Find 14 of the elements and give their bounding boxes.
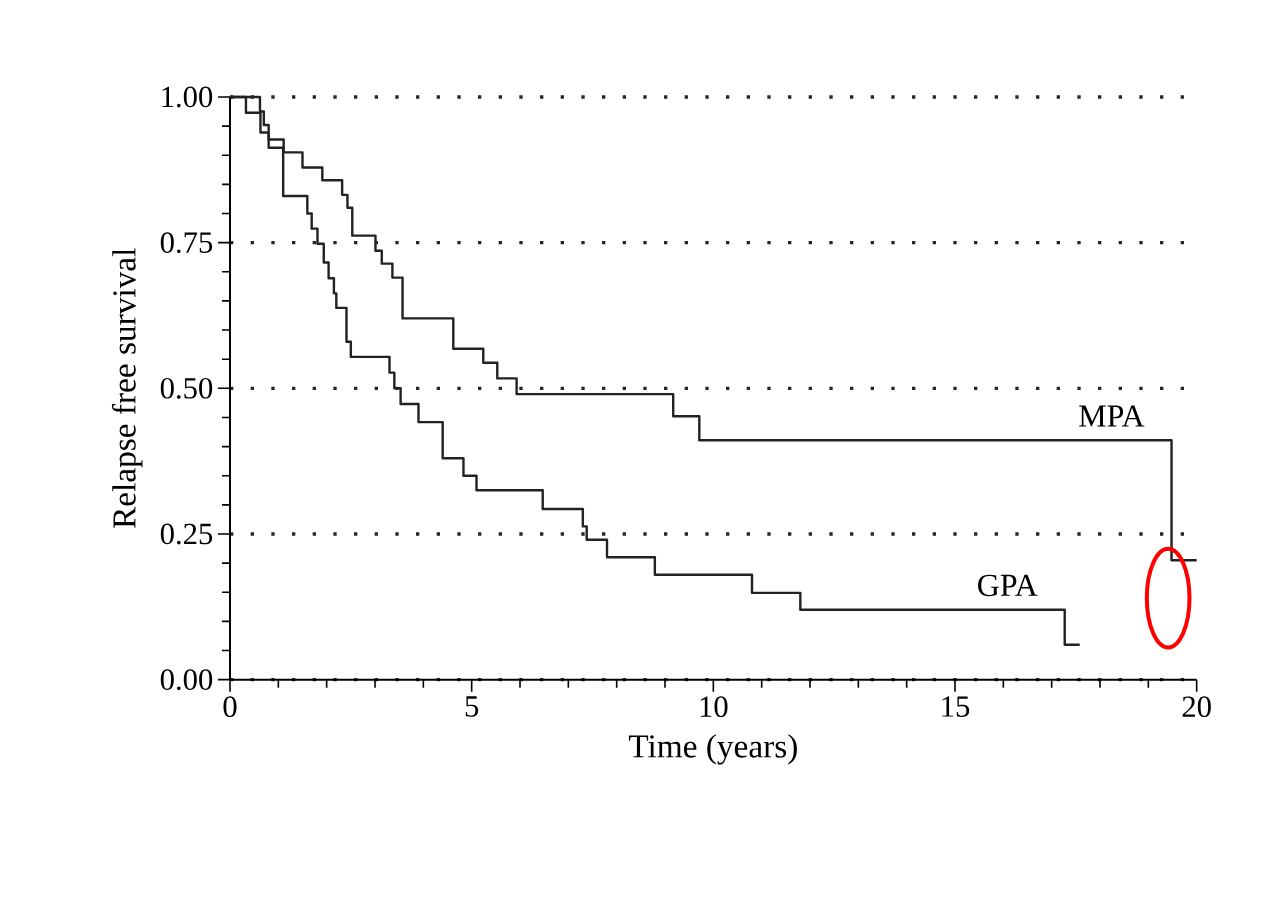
x-axis-title: Time (years) — [628, 734, 797, 765]
y-tick-label: 0.00 — [160, 669, 213, 691]
x-tick-label: 15 — [942, 696, 970, 717]
y-tick-label: 1.00 — [162, 86, 213, 108]
series-label: GPA — [978, 574, 1038, 597]
y-tick-label: 0.50 — [160, 377, 213, 399]
x-tick-label: 5 — [465, 696, 479, 717]
y-tick-label: 0.75 — [160, 232, 213, 254]
y-tick-label: 0.25 — [160, 523, 213, 545]
x-tick-label: 10 — [700, 696, 728, 718]
series-label: MPA — [1079, 405, 1145, 427]
y-axis-title: Relapse free survival — [111, 248, 143, 529]
x-tick-label: 0 — [223, 696, 237, 718]
x-tick-label: 20 — [1182, 696, 1211, 718]
